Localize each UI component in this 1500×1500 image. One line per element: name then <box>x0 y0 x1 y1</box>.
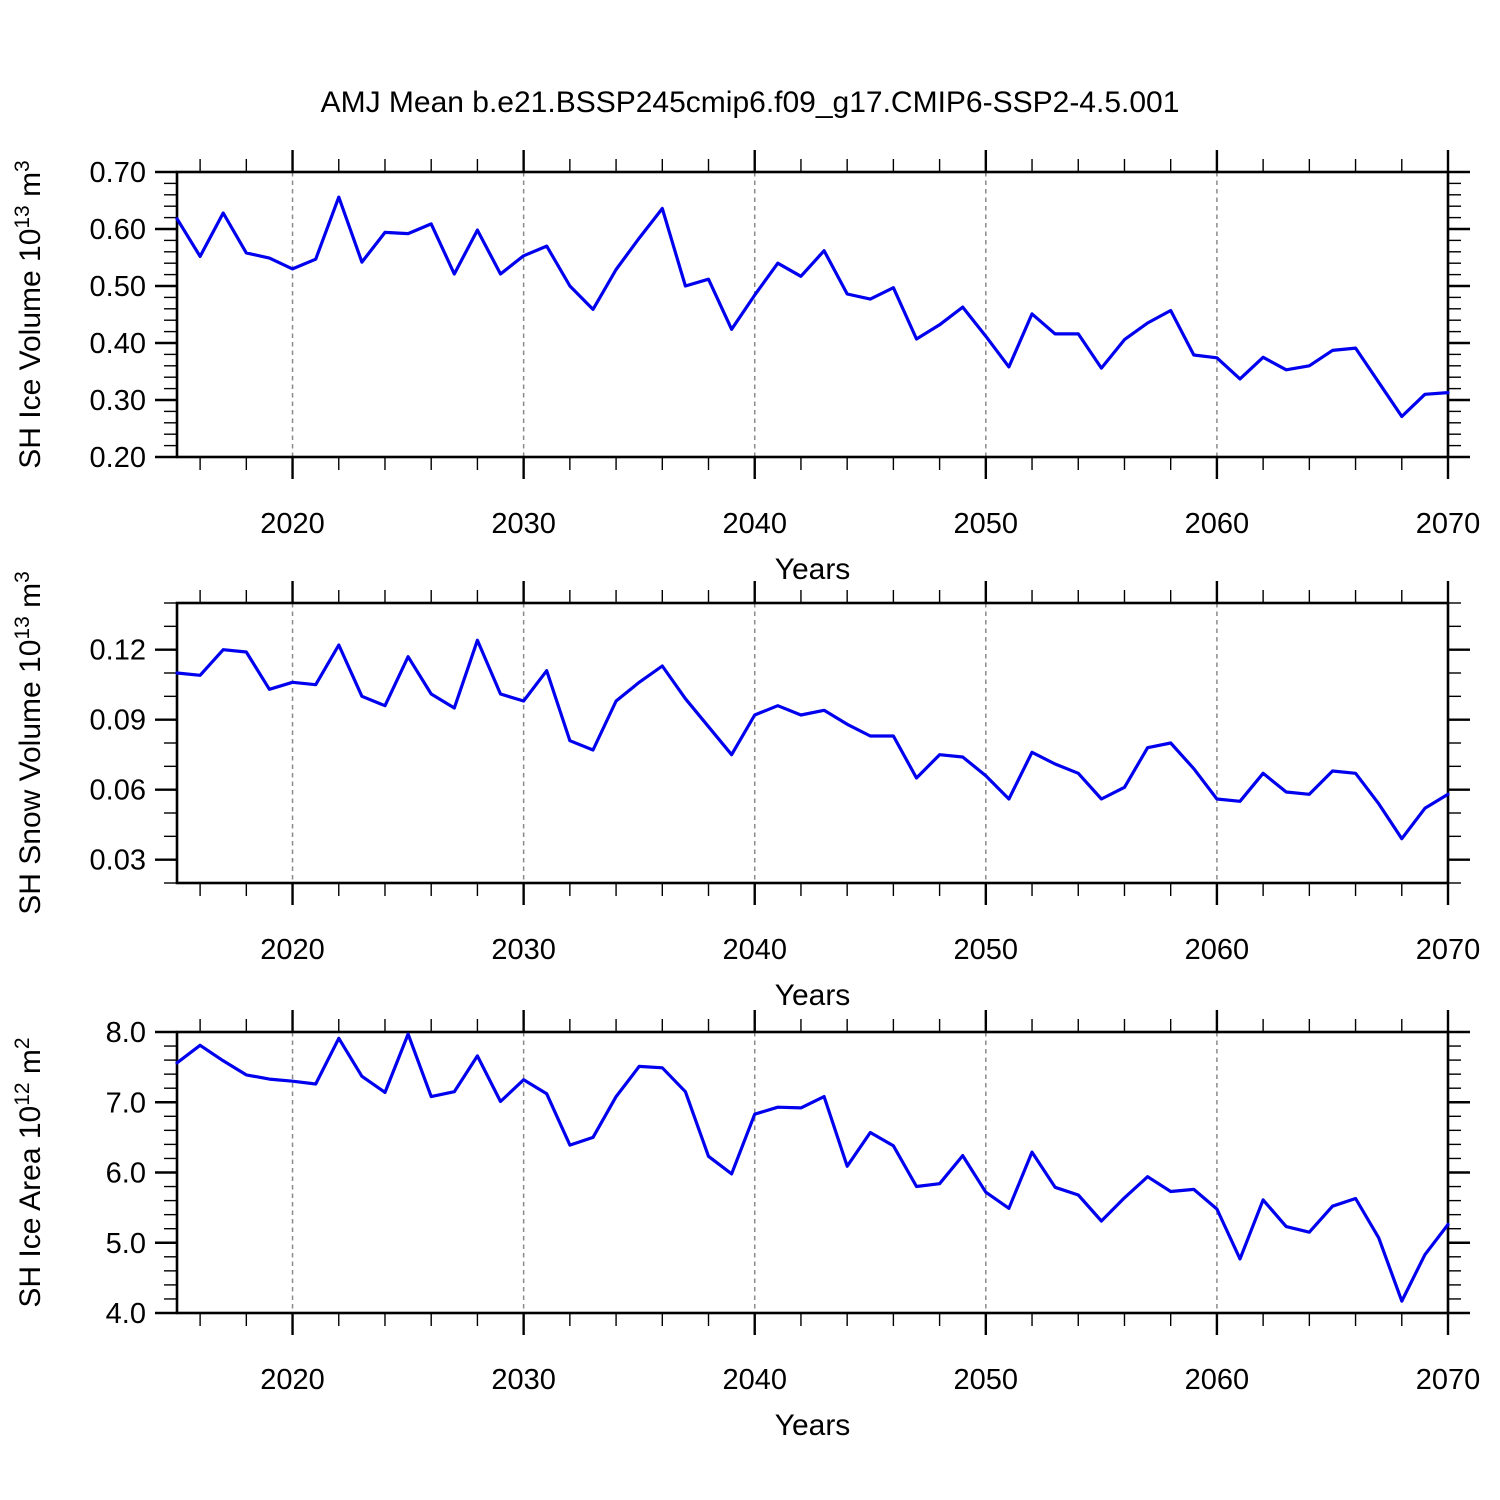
data-line-sh-ice-area <box>175 1032 1450 1303</box>
y-tick-label: 0.40 <box>90 328 146 360</box>
x-tick-label: 2050 <box>954 508 1019 540</box>
y-tick-label: 0.70 <box>90 157 146 189</box>
y-tick-label: 0.30 <box>90 385 146 417</box>
y-axis-title: SH Ice Area 1012 m2 <box>11 1037 47 1307</box>
x-tick-label: 2060 <box>1185 934 1250 966</box>
x-tick-label: 2050 <box>954 934 1019 966</box>
x-axis-title: Years <box>775 553 851 586</box>
x-tick-label: 2040 <box>722 934 787 966</box>
y-axis-title: SH Snow Volume 1013 m3 <box>11 571 47 915</box>
y-tick-label: 0.03 <box>90 845 146 877</box>
y-tick-label: 0.12 <box>90 635 146 667</box>
y-tick-label: 7.0 <box>106 1087 146 1119</box>
x-axis-title: Years <box>775 1409 851 1442</box>
y-tick-label: 0.60 <box>90 214 146 246</box>
y-tick-label: 6.0 <box>106 1158 146 1190</box>
y-axis-title: SH Ice Volume 1013 m3 <box>11 160 47 469</box>
x-tick-label: 2060 <box>1185 1364 1250 1396</box>
y-tick-label: 0.06 <box>90 775 146 807</box>
x-axis-title: Years <box>775 979 851 1012</box>
y-tick-label: 0.20 <box>90 442 146 474</box>
x-tick-label: 2020 <box>260 934 325 966</box>
x-tick-label: 2070 <box>1416 1364 1481 1396</box>
plot-box <box>175 601 1450 885</box>
x-tick-label: 2050 <box>954 1364 1019 1396</box>
panel-sh-snow-volume: 2020 2030 2040 2050 2060 2070 0.03 0.06 0.09 0.12… <box>11 571 1480 1012</box>
x-tick-label: 2040 <box>722 508 787 540</box>
x-tick-label: 2020 <box>260 1364 325 1396</box>
panel-sh-ice-volume: 2020 2030 2040 2050 2060 2070 0.20 0.30 0.40 0.50… <box>11 150 1480 586</box>
data-line-sh-ice-volume <box>175 195 1450 419</box>
y-tick-label: 5.0 <box>106 1228 146 1260</box>
plot-box <box>175 1030 1450 1315</box>
panel-sh-ice-area: 2020 2030 2040 2050 2060 2070 4.0 5.0 6.0 7.0 8.0 Y… <box>11 1010 1480 1442</box>
x-tick-label: 2070 <box>1416 934 1481 966</box>
x-tick-label: 2060 <box>1185 508 1250 540</box>
x-tick-label: 2070 <box>1416 508 1481 540</box>
y-tick-label: 0.50 <box>90 271 146 303</box>
y-tick-label: 0.09 <box>90 705 146 737</box>
figure-title: AMJ Mean b.e21.BSSP245cmip6.f09_g17.CMIP… <box>320 86 1180 119</box>
y-tick-label: 4.0 <box>106 1298 146 1330</box>
data-line-sh-snow-volume <box>175 638 1450 841</box>
x-tick-label: 2030 <box>491 1364 556 1396</box>
y-tick-label: 8.0 <box>106 1017 146 1049</box>
plot-box <box>175 170 1450 459</box>
x-tick-label: 2040 <box>722 1364 787 1396</box>
x-tick-label: 2020 <box>260 508 325 540</box>
x-tick-label: 2030 <box>491 508 556 540</box>
x-tick-label: 2030 <box>491 934 556 966</box>
